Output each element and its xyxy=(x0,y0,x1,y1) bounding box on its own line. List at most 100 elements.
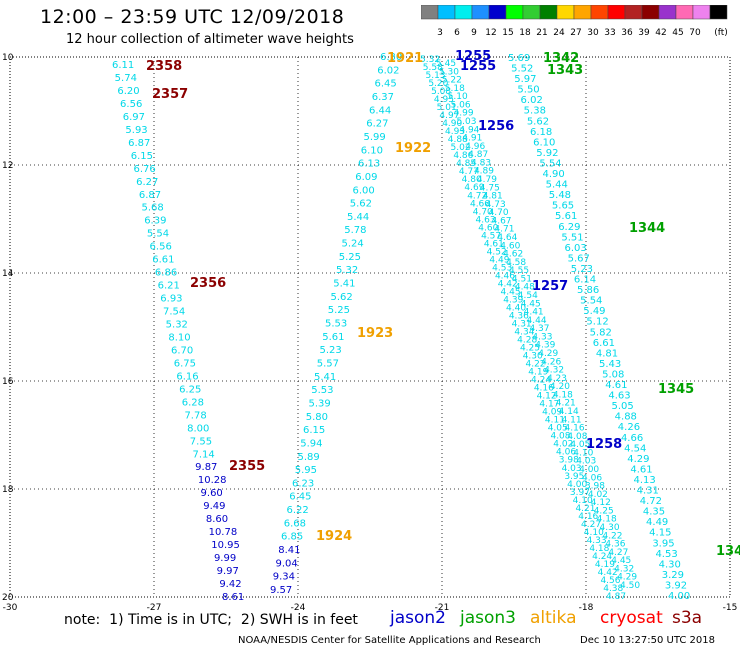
track-e-value: 4.27 xyxy=(608,548,628,558)
track-e-value: 4.75 xyxy=(480,183,500,193)
colorbar-label: 27 xyxy=(570,28,581,38)
track-d-value: 4.00 xyxy=(567,480,587,490)
y-tick-label: 12 xyxy=(2,161,13,171)
track-d-value: 4.95 xyxy=(434,95,454,105)
track-a-value: 8.61 xyxy=(222,592,244,603)
pass-label: 1342 xyxy=(543,51,579,66)
track-d-value: 4.39 xyxy=(503,295,523,305)
track-c-value: 5.50 xyxy=(517,85,539,96)
track-c-value: 5.92 xyxy=(536,148,558,159)
pass-label: 2356 xyxy=(190,276,226,291)
track-d-value: 4.90 xyxy=(442,119,462,129)
colorbar-label: 42 xyxy=(655,28,666,38)
map-frame xyxy=(9,56,731,598)
track-b-value: 6.37 xyxy=(372,92,394,103)
track-e-value: 4.62 xyxy=(503,250,523,260)
track-a-value: 5.68 xyxy=(142,203,164,214)
track-c-value: 4.29 xyxy=(627,454,649,465)
track-d-value: 4.52 xyxy=(487,247,507,257)
pass-label: 1345 xyxy=(658,382,694,397)
track-c-value: 5.44 xyxy=(546,180,568,191)
track-a-value: 7.54 xyxy=(163,307,185,318)
colorbar-label: 45 xyxy=(672,28,683,38)
track-d-value: 4.42 xyxy=(498,279,518,289)
track-c-value: 5.67 xyxy=(568,253,590,264)
track-a-value: 6.21 xyxy=(158,281,180,292)
track-c-value: 5.43 xyxy=(599,359,621,370)
track-c-value: 4.72 xyxy=(640,496,662,507)
track-a-value: 10.78 xyxy=(209,527,238,538)
map-subtitle: 12 hour collection of altimeter wave hei… xyxy=(66,32,354,47)
track-d-value: 4.09 xyxy=(542,408,562,418)
track-d-value: 4.86 xyxy=(453,151,473,161)
legend-jason3: jason3 xyxy=(460,608,516,628)
track-d-value: 4.24 xyxy=(592,552,612,562)
track-b-value: 6.85 xyxy=(281,532,303,543)
track-e-value: 5.03 xyxy=(456,117,476,127)
track-d-value: 5.01 xyxy=(437,103,457,113)
track-b-value: 6.22 xyxy=(287,505,309,516)
track-c-value: 4.63 xyxy=(608,391,630,402)
colorbar-label: 39 xyxy=(638,28,650,38)
colorbar-label: 33 xyxy=(604,28,615,38)
track-d-value: 4.42 xyxy=(598,568,618,578)
track-d-value: 4.10 xyxy=(573,496,593,506)
track-c-value: 4.88 xyxy=(615,412,637,423)
track-d-value: 4.17 xyxy=(539,400,559,410)
track-e-value: 4.18 xyxy=(553,390,573,400)
track-c-value: 4.26 xyxy=(618,422,640,433)
pass-label: 1255 xyxy=(460,59,496,74)
track-e-value: 4.02 xyxy=(588,490,608,500)
track-c-value: 6.18 xyxy=(530,127,552,138)
track-e-value: 4.48 xyxy=(515,283,535,293)
track-d-value: 4.87 xyxy=(606,592,626,602)
track-d-value: 4.97 xyxy=(439,111,459,121)
track-d-value: 3.95 xyxy=(564,472,584,482)
track-d-value: 4.61 xyxy=(484,239,504,249)
colorbar-label: 12 xyxy=(485,28,496,38)
track-d-value: 4.63 xyxy=(476,215,496,225)
track-e-value: 4.55 xyxy=(509,266,529,276)
track-b-value: 5.94 xyxy=(300,438,322,449)
track-b-value: 6.30 xyxy=(380,52,402,63)
track-e-value: 4.12 xyxy=(591,498,611,508)
track-e-value: 4.03 xyxy=(576,457,596,467)
footer-credit: NOAA/NESDIS Center for Satellite Applica… xyxy=(238,635,541,646)
x-tick-label: -18 xyxy=(579,603,594,613)
track-d-value: 5.02 xyxy=(451,143,471,153)
track-c-value: 5.61 xyxy=(555,211,577,222)
track-e-value: 4.79 xyxy=(477,175,497,185)
track-c-value: 4.00 xyxy=(668,591,690,602)
track-d-value: 4.88 xyxy=(448,135,468,145)
track-b-value: 5.53 xyxy=(325,319,347,330)
track-a-value: 6.87 xyxy=(139,190,161,201)
track-b-value: 5.25 xyxy=(328,305,350,316)
track-c-value: 4.90 xyxy=(543,169,565,180)
track-d-value: 5.08 xyxy=(431,87,451,97)
map-grid xyxy=(9,56,731,598)
track-d-value: 3.98 xyxy=(559,456,579,466)
track-b-value: 5.25 xyxy=(339,252,361,263)
track-a-value: 9.60 xyxy=(201,488,223,499)
track-a-value: 6.56 xyxy=(150,242,172,253)
track-b-value: 5.61 xyxy=(322,332,344,343)
track-e-value: 4.37 xyxy=(529,324,549,334)
pass-label: 2355 xyxy=(229,459,265,474)
track-e-value: 4.99 xyxy=(454,109,474,119)
track-e-value: 4.58 xyxy=(506,258,526,268)
pass-label: 1921 xyxy=(387,51,423,66)
track-c-value: 4.15 xyxy=(649,528,671,539)
track-d-value: 4.11 xyxy=(545,416,565,426)
track-e-value: 4.87 xyxy=(468,150,488,160)
track-b-value: 6.45 xyxy=(289,492,311,503)
track-e-value: 4.70 xyxy=(489,208,509,218)
legend-s3a: s3a xyxy=(672,608,703,628)
track-d-value: 4.27 xyxy=(581,520,601,530)
track-e-value: 4.18 xyxy=(597,515,617,525)
track-e-value: 4.54 xyxy=(518,291,538,301)
track-e-value: 5.22 xyxy=(442,76,462,86)
legend-altika: altika xyxy=(530,608,577,628)
track-e-value: 4.14 xyxy=(559,407,579,417)
track-d-value: 4.06 xyxy=(556,448,576,458)
legend-jason2: jason2 xyxy=(390,608,446,628)
